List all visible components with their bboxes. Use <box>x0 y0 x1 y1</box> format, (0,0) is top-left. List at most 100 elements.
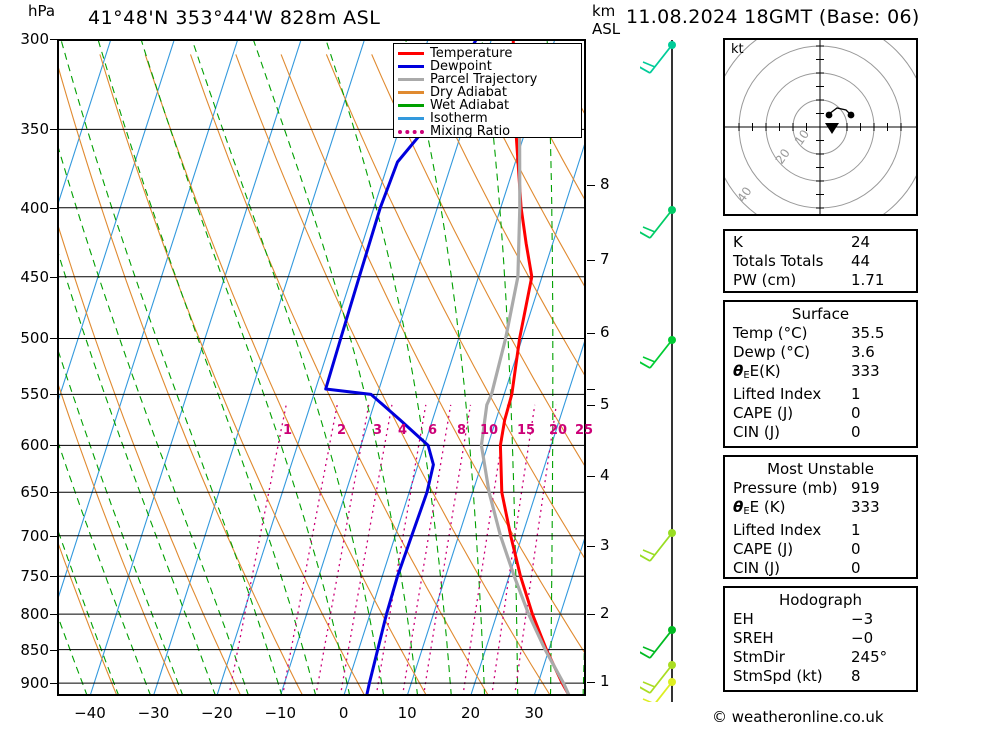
height-tick <box>587 475 595 477</box>
pressure-tick-label: 750 <box>20 567 49 586</box>
hodograph-stats-panel: Hodograph EH −3 SREH −0 StmDir 245° StmSpd (kt)… <box>723 586 918 692</box>
hodograph-ring-label: 10 <box>792 127 812 148</box>
height-tick-label: 1 <box>600 671 610 690</box>
legend-swatch-0 <box>398 52 424 55</box>
height-tick <box>587 185 595 187</box>
data-value: 0 <box>851 540 861 558</box>
data-value: 1.71 <box>851 271 885 289</box>
data-row: Totals Totals 44 <box>725 252 916 271</box>
data-value: 8 <box>851 667 861 685</box>
data-key: θEE (K) <box>733 498 786 517</box>
data-value: 1 <box>851 521 861 539</box>
data-row: CAPE (J) 0 <box>725 540 916 559</box>
legend-swatch-6 <box>398 129 424 134</box>
legend-label: Mixing Ratio <box>430 124 511 139</box>
data-row: CAPE (J) 0 <box>725 404 916 423</box>
wind-barb <box>640 206 676 239</box>
data-value: 919 <box>851 479 880 497</box>
data-row: Lifted Index 1 <box>725 385 916 404</box>
data-row: Lifted Index 1 <box>725 521 916 540</box>
legend-swatch-4 <box>398 104 424 107</box>
legend-swatch-5 <box>398 117 424 120</box>
data-value: 1 <box>851 385 861 403</box>
station-title: 41°48'N 353°44'W 828m ASL <box>88 7 381 29</box>
pressure-tick-label: 450 <box>20 267 49 286</box>
pressure-tick-label: 700 <box>20 526 49 545</box>
pressure-tick <box>50 129 57 131</box>
height-tick-label: 6 <box>600 322 610 341</box>
data-key: Dewp (°C) <box>733 343 811 361</box>
legend-item: Mixing Ratio <box>398 125 577 138</box>
temperature-tick-label: 20 <box>461 704 481 722</box>
panel-title: Surface <box>791 305 850 323</box>
height-tick-label: 2 <box>600 604 610 623</box>
data-key: K <box>733 233 743 251</box>
data-key: Temp (°C) <box>733 324 808 342</box>
mixing-ratio-label: 10 <box>480 423 499 439</box>
data-value: −0 <box>851 629 874 647</box>
pressure-tick <box>50 207 57 209</box>
data-key: Totals Totals <box>733 252 824 270</box>
height-tick-label: 8 <box>600 175 610 194</box>
data-key: StmDir <box>733 648 785 666</box>
wind-barb-column <box>640 40 676 702</box>
legend-item: Dry Adiabat <box>398 86 577 99</box>
legend-swatch-1 <box>398 65 424 68</box>
data-value: 3.6 <box>851 343 875 361</box>
data-row: Pressure (mb) 919 <box>725 479 916 498</box>
hodograph: kt 10 20 40 <box>711 18 929 236</box>
data-row: PW (cm) 1.71 <box>725 271 916 290</box>
pressure-tick-label: 850 <box>20 640 49 659</box>
pressure-tick <box>50 649 57 651</box>
data-row: CIN (J) 0 <box>725 423 916 442</box>
data-row: Dewp (°C) 3.6 <box>725 343 916 362</box>
pressure-unit-label: hPa <box>28 2 56 20</box>
legend-label: Dry Adiabat <box>430 85 507 100</box>
height-tick <box>587 681 595 683</box>
temperature-tick-label: −40 <box>74 704 106 722</box>
hodograph-trace <box>828 107 852 116</box>
data-value: 24 <box>851 233 871 251</box>
data-value: 35.5 <box>851 324 885 342</box>
wind-barb <box>640 336 676 369</box>
data-key: EH <box>733 610 754 628</box>
height-tick <box>587 614 595 616</box>
mixing-ratio-label: 3 <box>373 423 383 439</box>
height-tick <box>587 545 595 547</box>
pressure-tick-label: 300 <box>20 30 49 48</box>
skewt-lines <box>57 39 586 696</box>
mixing-ratio-label: 25 <box>575 423 594 439</box>
mixing-ratio-label: 2 <box>337 423 347 439</box>
temperature-tick-label: −20 <box>201 704 233 722</box>
pressure-tick-label: 600 <box>20 436 49 455</box>
data-row: K 24 <box>725 233 916 252</box>
legend-label: Isotherm <box>430 111 488 126</box>
pressure-tick <box>50 492 57 494</box>
pressure-tick <box>50 445 57 447</box>
mixing-ratio-label: 6 <box>428 423 438 439</box>
mixing-ratio-label: 8 <box>457 423 467 439</box>
temperature-tick-label: −10 <box>264 704 297 722</box>
pressure-tick-label: 650 <box>20 483 49 502</box>
surface-panel: Surface Temp (°C) 35.5 Dewp (°C) 3.6 θEE(K) 33… <box>723 300 918 448</box>
temperature-tick-label: 10 <box>397 704 417 722</box>
data-value: 0 <box>851 404 861 422</box>
data-key: StmSpd (kt) <box>733 667 823 685</box>
wind-barb <box>640 661 676 694</box>
skewt-plot-area <box>57 39 586 696</box>
height-unit-label: km <box>592 2 616 20</box>
data-key: CIN (J) <box>733 559 781 577</box>
legend-label: Parcel Trajectory <box>430 72 538 87</box>
legend-item: Temperature <box>398 47 577 60</box>
legend-swatch-3 <box>398 91 424 94</box>
legend-label: Wet Adiabat <box>430 98 510 113</box>
mixing-ratio-label: 15 <box>517 423 536 439</box>
data-value: 245° <box>851 648 888 666</box>
mixing-ratio-label: 1 <box>283 423 293 439</box>
data-key: CIN (J) <box>733 423 781 441</box>
pressure-tick <box>50 39 57 40</box>
lcl-tick <box>587 389 595 391</box>
temperature-tick-label: 0 <box>338 704 349 722</box>
data-row: Temp (°C) 35.5 <box>725 324 916 343</box>
